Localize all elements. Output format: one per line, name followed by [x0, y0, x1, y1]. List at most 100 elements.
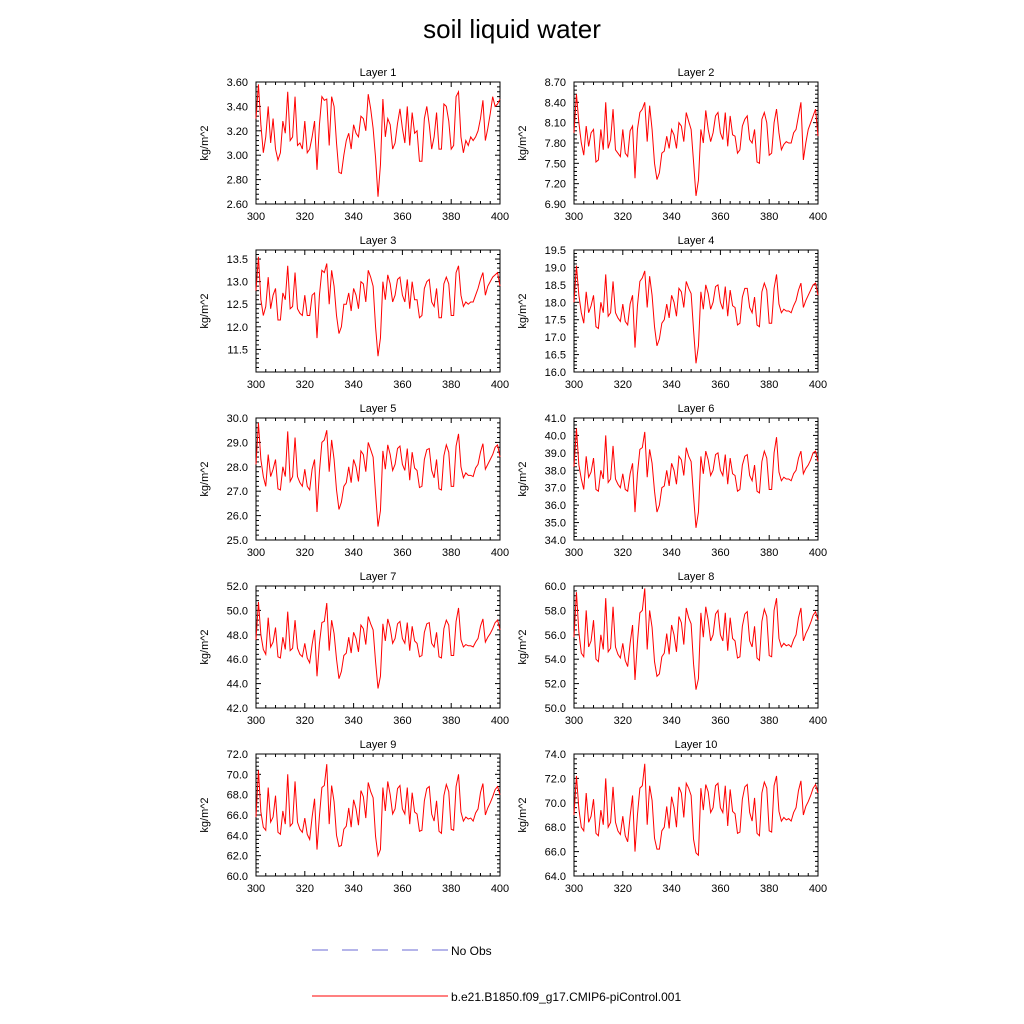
layer-3-y-tick-label: 13.0 [227, 277, 248, 289]
layer-7-title: Layer 7 [360, 571, 397, 583]
layer-1-y-tick-label: 2.60 [227, 199, 248, 211]
layer-7-x-tick-label: 320 [296, 715, 314, 727]
layer-2-title: Layer 2 [678, 67, 715, 79]
layer-3-y-tick-label: 11.5 [227, 344, 248, 356]
layer-1-y-tick-label: 2.80 [227, 175, 248, 187]
layer-1-x-tick-label: 340 [344, 211, 362, 223]
layer-8-series-line [573, 588, 819, 690]
layer-6-frame [573, 417, 819, 541]
layer-9-y-tick-label: 72.0 [227, 749, 248, 761]
layer-1-x-tick-label: 300 [247, 211, 265, 223]
layer-4-y-tick-label: 16.5 [545, 350, 566, 362]
layer-9-title: Layer 9 [360, 739, 397, 751]
layer-7-y-tick-label: 50.0 [227, 605, 248, 617]
layer-9-y-tick-label: 64.0 [227, 830, 248, 842]
layer-10-x-tick-label: 320 [614, 883, 632, 895]
layer-2-frame [573, 81, 819, 205]
layer-7-y-tick-label: 42.0 [227, 703, 248, 715]
layer-6-y-tick-label: 38.0 [545, 465, 566, 477]
layer-8-y-tick-label: 52.0 [545, 679, 566, 691]
layer-1-x-tick-label: 360 [393, 211, 411, 223]
layer-2-y-tick-label: 6.90 [545, 199, 566, 211]
layer-5-frame [255, 417, 501, 541]
layer-8-frame [573, 585, 819, 709]
layer-8-y-tick-label: 54.0 [545, 654, 566, 666]
layer-9-y-tick-label: 70.0 [227, 769, 248, 781]
layer-5-series-line [255, 422, 501, 527]
layer-7-x-tick-label: 400 [491, 715, 509, 727]
layer-4-x-tick-label: 400 [809, 379, 827, 391]
layer-6-y-tick-label: 34.0 [545, 535, 566, 547]
layer-10-series-line [573, 763, 819, 857]
layer-10-title: Layer 10 [675, 739, 718, 751]
layer-5-x-tick-label: 400 [491, 547, 509, 559]
layer-4-y-tick-label: 17.5 [545, 315, 566, 327]
layer-6-x-tick-label: 300 [565, 547, 583, 559]
layer-10-ylabel: kg/m^2 [517, 797, 529, 832]
layer-8-y-tick-label: 50.0 [545, 703, 566, 715]
layer-10-y-tick-label: 68.0 [545, 822, 566, 834]
layer-8-title: Layer 8 [678, 571, 715, 583]
layer-2-y-tick-label: 8.70 [545, 77, 566, 89]
layer-4-frame [573, 249, 819, 373]
layer-3-x-tick-label: 400 [491, 379, 509, 391]
layer-6-y-tick-label: 39.0 [545, 448, 566, 460]
layer-7-y-tick-label: 44.0 [227, 679, 248, 691]
layer-6-x-tick-label: 380 [760, 547, 778, 559]
layer-10-y-tick-label: 74.0 [545, 749, 566, 761]
layer-5-x-tick-label: 340 [344, 547, 362, 559]
layer-4-x-tick-label: 320 [614, 379, 632, 391]
layer-5-y-tick-label: 29.0 [227, 437, 248, 449]
layer-6-x-tick-label: 340 [662, 547, 680, 559]
layer-9-x-tick-label: 380 [442, 883, 460, 895]
layer-6-ylabel: kg/m^2 [517, 461, 529, 496]
layer-7-y-tick-label: 52.0 [227, 581, 248, 593]
layer-4-y-tick-label: 18.5 [545, 280, 566, 292]
layer-5-y-tick-label: 26.0 [227, 511, 248, 523]
layer-7-x-tick-label: 300 [247, 715, 265, 727]
layer-2-y-tick-label: 8.10 [545, 118, 566, 130]
layer-8-y-tick-label: 58.0 [545, 605, 566, 617]
layer-2-ylabel: kg/m^2 [517, 125, 529, 160]
layer-4-series-line [573, 265, 819, 364]
layer-7-x-tick-label: 340 [344, 715, 362, 727]
layer-7-y-tick-label: 46.0 [227, 654, 248, 666]
layer-4-y-tick-label: 16.0 [545, 367, 566, 379]
layer-2-y-tick-label: 7.20 [545, 179, 566, 191]
layer-2-x-tick-label: 300 [565, 211, 583, 223]
layer-8-x-tick-label: 340 [662, 715, 680, 727]
layer-6-y-tick-label: 40.0 [545, 430, 566, 442]
layer-2-x-tick-label: 340 [662, 211, 680, 223]
layer-9-ylabel: kg/m^2 [199, 797, 211, 832]
layer-3-title: Layer 3 [360, 235, 397, 247]
layer-4-y-tick-label: 17.0 [545, 332, 566, 344]
figure-title: soil liquid water [423, 14, 601, 44]
layer-6-x-tick-label: 400 [809, 547, 827, 559]
layer-1-x-tick-label: 400 [491, 211, 509, 223]
layer-9-x-tick-label: 400 [491, 883, 509, 895]
layer-10-y-tick-label: 70.0 [545, 798, 566, 810]
layer-10-x-tick-label: 340 [662, 883, 680, 895]
layer-8-x-tick-label: 400 [809, 715, 827, 727]
layer-2-y-tick-label: 7.80 [545, 138, 566, 150]
layer-7-x-tick-label: 380 [442, 715, 460, 727]
layer-5-y-tick-label: 25.0 [227, 535, 248, 547]
layer-8-x-tick-label: 380 [760, 715, 778, 727]
layer-8-x-tick-label: 360 [711, 715, 729, 727]
layer-3-y-tick-label: 12.5 [227, 299, 248, 311]
layer-10-y-tick-label: 72.0 [545, 773, 566, 785]
layer-3-ylabel: kg/m^2 [199, 293, 211, 328]
layer-4-x-tick-label: 340 [662, 379, 680, 391]
layer-10-x-tick-label: 380 [760, 883, 778, 895]
layer-6-y-tick-label: 41.0 [545, 413, 566, 425]
layer-4-title: Layer 4 [678, 235, 715, 247]
layer-6-y-tick-label: 37.0 [545, 483, 566, 495]
layer-2-x-tick-label: 400 [809, 211, 827, 223]
layer-1-series-line [255, 84, 501, 197]
layer-6-x-tick-label: 320 [614, 547, 632, 559]
layer-7-frame [255, 585, 501, 709]
layer-2-y-tick-label: 7.50 [545, 158, 566, 170]
layer-1-y-tick-label: 3.20 [227, 126, 248, 138]
layer-1-x-tick-label: 380 [442, 211, 460, 223]
